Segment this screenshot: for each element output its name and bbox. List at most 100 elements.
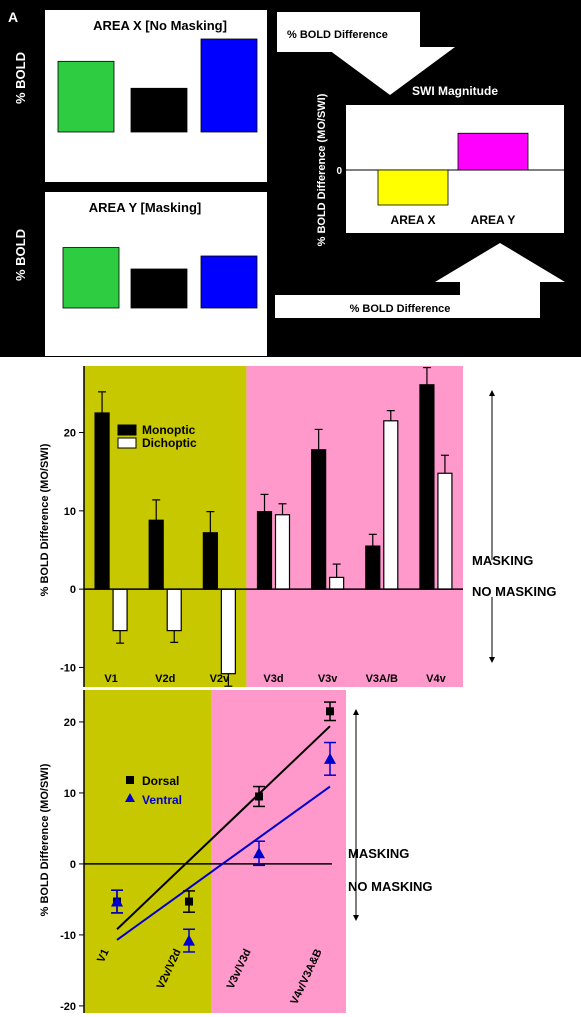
ay-bars-label-only: Only <box>78 333 105 347</box>
area-x-chart: AREA X [No Masking] % BOLD MaskOnlyTarge… <box>13 10 267 182</box>
scatter-region-early <box>84 690 211 1013</box>
ax-bars-label-only: Only <box>146 158 173 172</box>
bar-monoptic-v4v <box>419 384 435 590</box>
ax-bars-label-only: Only <box>73 158 100 172</box>
legend-marker-ventral <box>125 793 135 802</box>
top-arrow-shape <box>277 12 455 95</box>
ax-bars-label-swi: SWI <box>218 144 241 158</box>
bar-chart-masking-label: MASKING <box>472 553 533 568</box>
ax-bars-label-mask: Mask <box>71 144 101 158</box>
swi-zero-label: 0 <box>336 166 342 177</box>
legend-swatch-dichoptic <box>117 437 137 449</box>
bar-monoptic-v3v <box>311 449 327 590</box>
legend-label-ventral: Ventral <box>142 793 182 807</box>
ay-bars-bar-target-only <box>130 268 188 309</box>
ay-bars-bar-mask-only <box>62 247 120 309</box>
bar-chart-ylabel: % BOLD Difference (MO/SWI) <box>39 443 51 596</box>
scatter-xlabel-v1: V1 <box>95 947 112 964</box>
scatter-ytick-label--20: -20 <box>60 1001 76 1013</box>
bar-region-early <box>84 366 247 687</box>
bar-xlabel-v4v: V4v <box>426 673 446 685</box>
bar-chart-legend: Monoptic Dichoptic <box>117 423 197 450</box>
swi-title: SWI Magnitude <box>412 84 498 98</box>
bar-monoptic-v3d <box>256 511 273 590</box>
point-dorsal-v4v-v3a-b <box>326 707 334 716</box>
bar-dichoptic-v2d <box>166 588 182 632</box>
point-ventral-v2v-v2d <box>183 934 195 946</box>
ay-bars-label-target: Target <box>141 319 177 333</box>
area-x-ylabel: % BOLD <box>13 52 28 104</box>
bottom-arrow: % BOLD Difference <box>275 243 565 318</box>
bottom-arrow-shape <box>275 243 565 318</box>
bar-dichoptic-v3d <box>274 514 291 590</box>
ay-bars-label-only: Only <box>146 333 173 347</box>
scatter-chart: % BOLD Difference (MO/SWI) -20 -10 0 10 20 V… <box>39 690 433 1013</box>
bar-xlabel-v3a-b: V3A/B <box>366 673 398 685</box>
bar-monoptic-v3a-b <box>365 545 381 590</box>
bar-xlabel-v2d: V2d <box>155 673 175 685</box>
area-y-ylabel: % BOLD <box>13 229 28 281</box>
scatter-chart-masking-label: MASKING <box>348 846 409 861</box>
fit-line-ventral <box>116 785 331 941</box>
scatter-chart-no-masking-label: NO MASKING <box>348 879 433 894</box>
ax-bars-bar-mask-only <box>57 60 115 133</box>
point-ventral-v3v-v3d <box>253 847 265 859</box>
swi-magnitude-chart: SWI Magnitude % BOLD Difference (MO/SWI)… <box>316 84 564 246</box>
bar-dichoptic-v3a-b <box>383 420 399 590</box>
panel-a: A AREA X [No Masking] % BOLD MaskOnlyTar… <box>0 0 581 357</box>
scatter-ytick-label-20: 20 <box>64 717 76 729</box>
bar-xlabel-v3v: V3v <box>318 673 338 685</box>
legend-label-dichoptic: Dichoptic <box>142 436 197 450</box>
swi-bar-area-y <box>457 132 529 171</box>
bar-xlabel-v1: V1 <box>104 673 117 685</box>
bar-dichoptic-v1 <box>112 588 128 632</box>
legend-label-dorsal: Dorsal <box>142 774 179 788</box>
swi-chart-background <box>346 105 564 233</box>
ay-bars-bar-swi <box>200 255 258 309</box>
point-ventral-v4v-v3a-b <box>324 752 336 764</box>
swi-bar-area-x <box>377 169 449 206</box>
swi-label-area-x: AREA X <box>391 213 436 227</box>
panel-a-label: A <box>8 9 18 25</box>
area-x-title: AREA X [No Masking] <box>93 18 227 33</box>
point-dorsal-v2v-v2d <box>185 897 193 906</box>
bar-xlabel-v2v: V2v <box>210 673 230 685</box>
area-y-title: AREA Y [Masking] <box>89 200 201 215</box>
ax-bars-bar-target-only <box>130 87 188 133</box>
legend-swatch-monoptic <box>117 424 137 436</box>
bar-monoptic-v2d <box>148 519 164 590</box>
bar-dichoptic-v2v <box>220 588 236 675</box>
top-arrow-label: % BOLD Difference <box>287 29 388 41</box>
area-y-chart: AREA Y [Masking] % BOLD MaskOnlyTargetOn… <box>13 192 267 356</box>
bar-xlabel-v3d: V3d <box>263 673 283 685</box>
point-dorsal-v3v-v3d <box>255 792 263 801</box>
ay-bars-label-mask: Mask <box>76 319 106 333</box>
point-ventral-v1 <box>111 895 123 907</box>
bar-ytick-label--10: -10 <box>60 662 76 674</box>
fit-line-dorsal <box>116 725 331 930</box>
bar-dichoptic-v4v <box>437 472 453 590</box>
swi-ylabel: % BOLD Difference (MO/SWI) <box>316 93 328 246</box>
bar-ytick-label-20: 20 <box>64 428 76 440</box>
ay-bars-label-swi: SWI <box>218 319 241 333</box>
bar-monoptic-v1 <box>94 412 110 590</box>
bottom-arrow-label: % BOLD Difference <box>350 303 451 315</box>
bar-ytick-label-10: 10 <box>64 506 76 518</box>
scatter-ytick-label-10: 10 <box>64 788 76 800</box>
bar-chart-no-masking-label: NO MASKING <box>472 584 557 599</box>
bar-dichoptic-v3v <box>329 576 345 590</box>
scatter-ytick-label--10: -10 <box>60 930 76 942</box>
bar-ytick-label-0: 0 <box>70 584 76 596</box>
bar-chart: % BOLD Difference (MO/SWI) -10 0 10 20 V1 V2… <box>39 366 557 687</box>
top-arrow: % BOLD Difference <box>277 12 455 95</box>
scatter-ytick-label-0: 0 <box>70 859 76 871</box>
ax-bars-label-target: Target <box>141 144 177 158</box>
ax-bars-bar-swi <box>200 38 258 133</box>
scatter-chart-ylabel: % BOLD Difference (MO/SWI) <box>39 763 51 916</box>
scatter-chart-legend: Dorsal Ventral <box>125 774 182 807</box>
swi-label-area-y: AREA Y <box>471 213 516 227</box>
legend-label-monoptic: Monoptic <box>142 423 196 437</box>
legend-marker-dorsal <box>126 776 134 784</box>
bar-monoptic-v2v <box>202 532 218 590</box>
